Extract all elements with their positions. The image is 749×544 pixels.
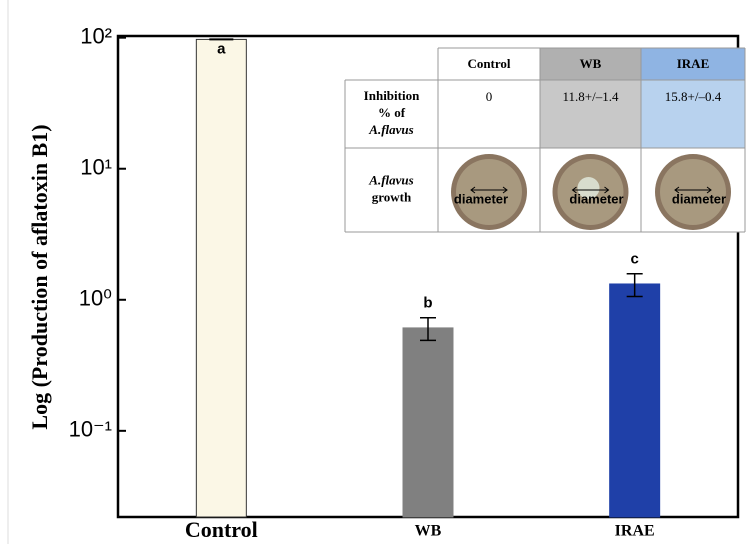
significance-letter: c bbox=[630, 251, 638, 268]
diameter-caption: diameter bbox=[454, 191, 508, 206]
row-label: A.flavus bbox=[368, 172, 413, 187]
significance-letter: b bbox=[423, 295, 432, 312]
column-header: Control bbox=[467, 56, 510, 71]
bar bbox=[610, 284, 660, 517]
column-header: IRAE bbox=[677, 56, 710, 71]
x-tick-label: Control bbox=[185, 517, 258, 542]
inset-table: Control WB IRAE Inhibition % of A.flavus 0 11.8… bbox=[345, 48, 745, 232]
x-tick-label: IRAE bbox=[615, 523, 655, 540]
chart: Log (Production of aflatoxin B1) Control… bbox=[0, 0, 749, 544]
table-cell: 0 bbox=[486, 89, 493, 104]
y-tick-label: 10⁰ bbox=[79, 286, 112, 311]
table-cell: 11.8+/–1.4 bbox=[563, 89, 619, 104]
bar bbox=[196, 39, 246, 517]
row-label: % of bbox=[378, 105, 406, 120]
y-tick-label: 10⁻¹ bbox=[69, 417, 112, 442]
significance-letter: a bbox=[217, 40, 226, 57]
bar bbox=[403, 328, 453, 517]
row-label: growth bbox=[372, 189, 412, 204]
y-axis-label: Log (Production of aflatoxin B1) bbox=[27, 124, 52, 429]
x-tick-label: WB bbox=[415, 523, 442, 540]
y-tick-label: 10² bbox=[80, 23, 112, 48]
row-label: A.flavus bbox=[368, 122, 413, 137]
diameter-caption: diameter bbox=[672, 191, 726, 206]
y-tick-label: 10¹ bbox=[80, 155, 112, 180]
diameter-caption: diameter bbox=[569, 191, 623, 206]
column-header: WB bbox=[580, 56, 602, 71]
table-cell: 15.8+/–0.4 bbox=[665, 89, 722, 104]
row-label: Inhibition bbox=[364, 88, 420, 103]
